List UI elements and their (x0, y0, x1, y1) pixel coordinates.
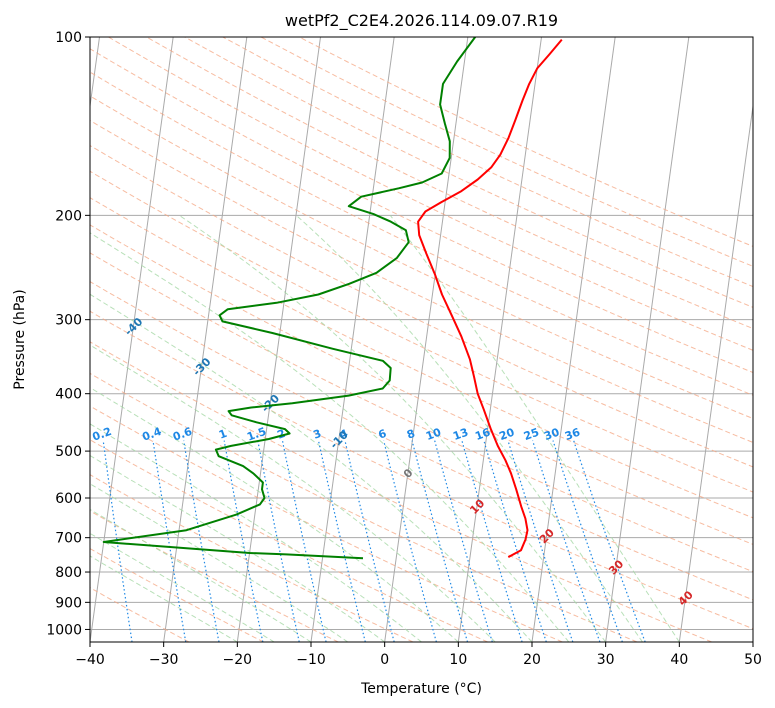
moist-adiabat-0 (90, 454, 385, 642)
dry-adiabat-30 (90, 372, 638, 642)
mixing-ratio-label: 3 (311, 427, 323, 442)
isotherm-30 (605, 37, 690, 642)
mixing-ratio-label: 16 (473, 425, 492, 443)
x-tick-label: −20 (223, 652, 253, 668)
x-tick-label: 50 (744, 652, 762, 668)
isotherm--30 (163, 37, 248, 642)
mixing-ratio-label: 1 (217, 427, 229, 442)
moist-adiabat--20 (90, 555, 238, 642)
y-tick-label: 900 (55, 595, 82, 611)
y-tick-label: 400 (55, 387, 82, 403)
dry-adiabat-10 (90, 439, 488, 642)
isotherm-40 (678, 102, 753, 642)
profile-lines (102, 37, 563, 560)
y-tick-label: 800 (55, 565, 82, 581)
y-tick-label: 1000 (46, 622, 82, 638)
dry-adiabat-50 (90, 310, 753, 630)
mixing-ratio-line-4 (344, 440, 395, 642)
x-tick-label: −30 (149, 652, 179, 668)
mixing-ratio-label: 4 (338, 427, 350, 442)
temperature-profile-line (417, 38, 563, 558)
x-tick-label: 30 (597, 652, 615, 668)
mixing-ratio-label: 20 (497, 425, 516, 443)
dry-adiabat-70 (90, 252, 753, 573)
mixing-ratio-line-1 (223, 440, 264, 642)
mixing-ratio-line-3 (317, 440, 366, 642)
y-axis-label: Pressure (hPa) (12, 289, 28, 389)
y-tick-label: 600 (55, 491, 82, 507)
y-axis-ticks: 100 200 300 400 500 600 700 800 900 1000 (46, 30, 90, 638)
x-tick-label: 20 (523, 652, 541, 668)
mixing-ratio-label: 8 (405, 427, 417, 442)
isotherm-10 (457, 37, 542, 642)
mixing-ratio-line-36 (573, 440, 646, 642)
mixing-ratio-label: 6 (377, 427, 389, 442)
moist-adiabat-35 (295, 214, 643, 642)
moist-adiabat-15 (90, 344, 496, 642)
x-tick-label: −40 (75, 652, 105, 668)
mixing-ratio-label: 2 (275, 427, 287, 442)
mixing-ratio-line-13 (461, 440, 523, 642)
background-lines (90, 37, 753, 642)
y-tick-label: 500 (55, 444, 82, 460)
dry-adiabat-140 (90, 71, 753, 396)
moist-adiabat-40 (389, 214, 680, 642)
dry-adiabat-160 (108, 37, 753, 351)
mixing-ratio-line-10 (434, 440, 493, 642)
x-tick-label: 40 (670, 652, 688, 668)
mixing-ratio-line-0.2 (102, 440, 133, 642)
moist-adiabat-25 (90, 232, 570, 642)
mixing-ratio-line-6 (383, 440, 437, 642)
mixing-ratio-label: 30 (542, 425, 561, 443)
mixing-ratio-label: 13 (451, 426, 470, 443)
dry-adiabat-170 (146, 37, 753, 330)
moist-adiabat-5 (90, 423, 422, 642)
chart-title: wetPf2_C2E4.2026.114.09.07.R19 (285, 11, 558, 31)
x-axis-ticks: −40 −30 −20 −10 0 10 20 30 40 50 (75, 642, 762, 668)
mixing-ratio-line-30 (552, 440, 623, 642)
mixing-ratio-line-0.4 (152, 440, 187, 642)
mixing-ratio-label: 1.5 (245, 425, 268, 444)
moist-adiabat-10 (90, 386, 459, 642)
moist-adiabat--15 (90, 532, 275, 642)
mixing-ratio-line-2 (281, 440, 327, 642)
isotherm--20 (236, 37, 321, 642)
mixing-ratio-label: 0.6 (171, 425, 194, 444)
y-tick-label: 700 (55, 531, 82, 547)
x-tick-label: −10 (296, 652, 326, 668)
dry-adiabat-60 (90, 281, 753, 601)
dewpoint-profile-line (102, 37, 477, 560)
plot-frame (89, 36, 754, 643)
dry-adiabat--20 (90, 548, 264, 642)
dry-adiabat-150 (90, 48, 753, 374)
mixing-ratio-label: 0.4 (140, 425, 163, 444)
mixing-ratio-line-8 (411, 440, 469, 642)
isotherm-20 (531, 37, 616, 642)
moist-adiabat-20 (90, 293, 533, 642)
mixing-ratio-label: 10 (424, 425, 443, 443)
mixing-ratio-label: 36 (563, 425, 582, 443)
dry-adiabat-80 (90, 224, 753, 545)
moist-adiabat--5 (90, 483, 349, 642)
dry-adiabat-90 (90, 197, 753, 519)
isotherm-0 (384, 37, 469, 642)
mixing-ratio-line-1.5 (257, 440, 300, 642)
x-tick-label: 0 (380, 652, 389, 668)
line-labels: 0.10.20.40.611.52346810131620253036-100-… (91, 315, 696, 608)
mixing-ratio-label: 25 (522, 426, 541, 443)
x-axis-label: Temperature (°C) (360, 681, 482, 697)
x-tick-label: 10 (449, 652, 467, 668)
y-tick-label: 300 (55, 313, 82, 329)
mixing-ratio-line-0.6 (183, 440, 220, 642)
moist-adiabat-30 (178, 214, 607, 642)
mixing-ratio-label: 0.2 (91, 425, 114, 444)
y-tick-label: 100 (55, 30, 82, 46)
y-tick-label: 200 (55, 208, 82, 224)
